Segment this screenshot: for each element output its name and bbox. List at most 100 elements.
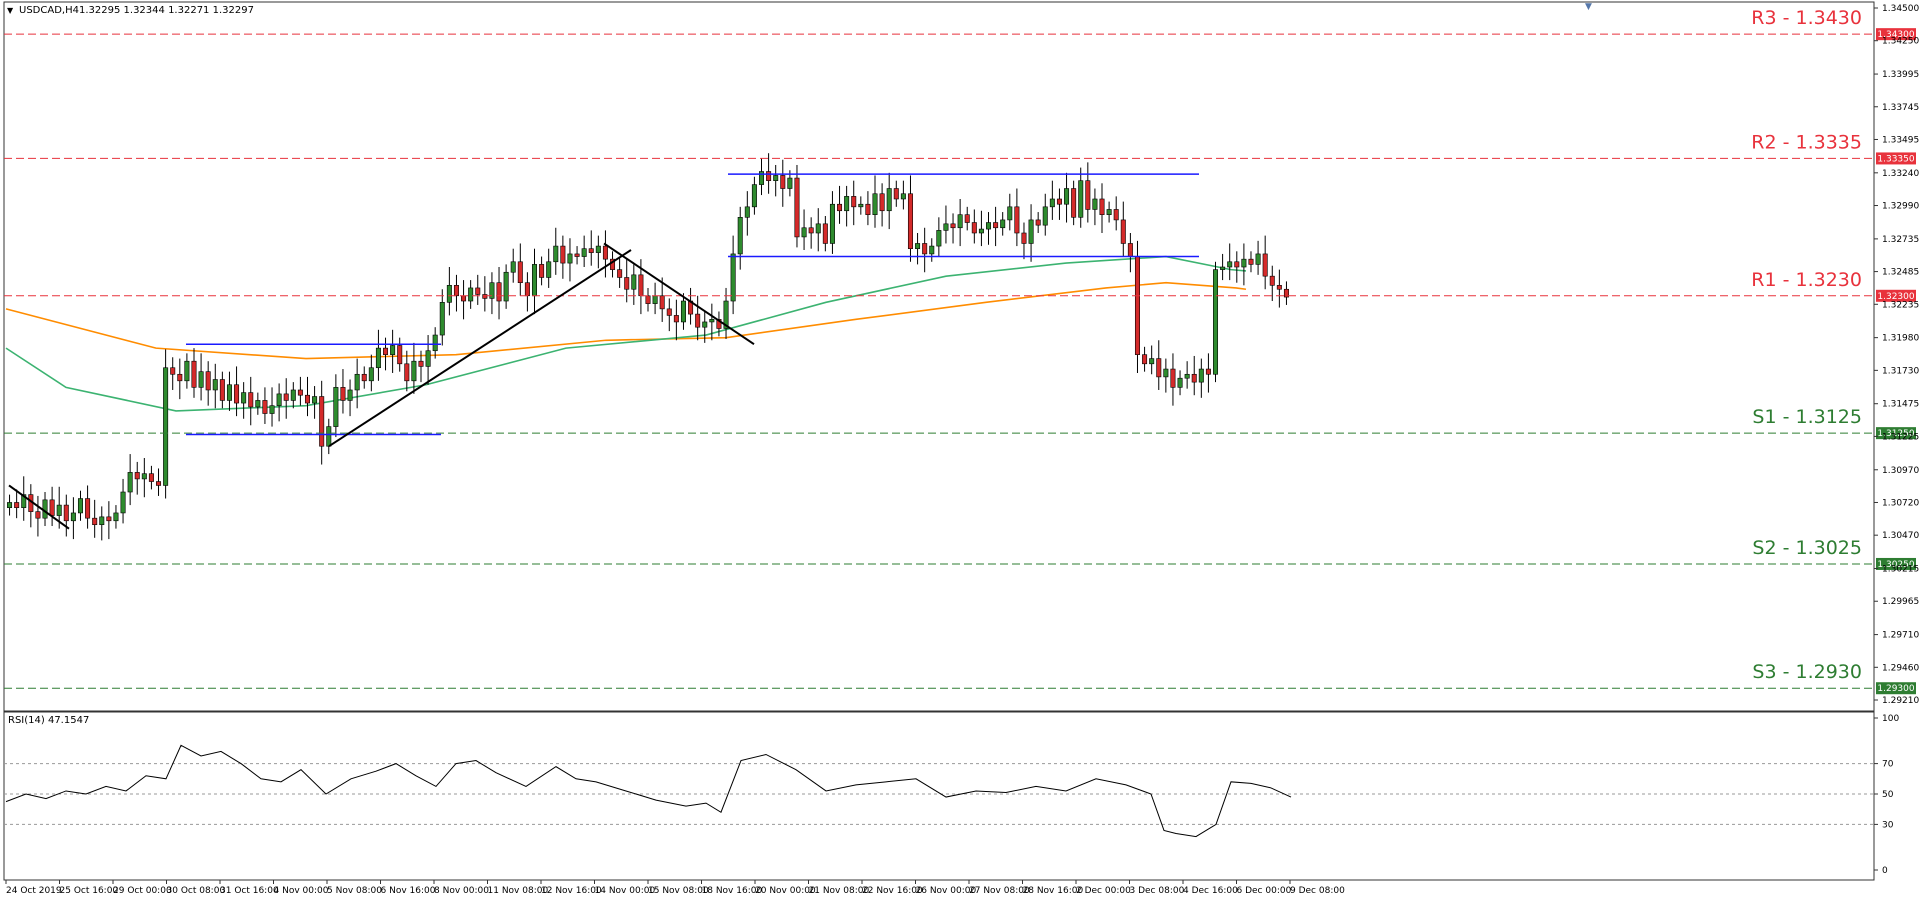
trendline xyxy=(328,249,632,448)
svg-text:1.33350: 1.33350 xyxy=(1877,154,1914,164)
candle xyxy=(1000,212,1006,236)
candle xyxy=(141,457,147,498)
x-tick-label: 5 Nov 08:00 xyxy=(327,886,382,896)
candle xyxy=(453,274,459,312)
candle xyxy=(290,382,296,409)
rsi-label: RSI(14) 47.1547 xyxy=(8,715,89,726)
x-tick-label: 8 Nov 00:00 xyxy=(434,886,489,896)
candle xyxy=(262,387,268,424)
x-tick-label: 9 Dec 08:00 xyxy=(1290,886,1345,896)
candle xyxy=(837,185,843,224)
x-tick-label: 20 Nov 00:00 xyxy=(755,886,816,896)
candle xyxy=(780,159,786,207)
scroll-marker-icon[interactable]: ▼ xyxy=(1585,2,1592,12)
rsi-tick-label: 30 xyxy=(1882,820,1894,830)
y-tick-label: 1.29965 xyxy=(1882,597,1919,607)
candle xyxy=(666,298,672,332)
y-tick-label: 1.34500 xyxy=(1882,4,1919,14)
x-tick-label: 29 Oct 00:00 xyxy=(113,886,172,896)
candle xyxy=(397,337,403,372)
candle xyxy=(872,175,878,228)
candle xyxy=(148,465,154,490)
candle xyxy=(198,353,204,401)
candle xyxy=(1269,265,1275,302)
candle xyxy=(510,248,516,283)
candle xyxy=(716,311,722,337)
candle xyxy=(851,180,857,226)
candle xyxy=(822,215,828,252)
x-tick-label: 14 Nov 00:00 xyxy=(595,886,656,896)
candle xyxy=(929,238,935,262)
candle xyxy=(92,499,98,538)
level-price-tag: 1.33350 xyxy=(1876,152,1916,165)
svg-text:1.34300: 1.34300 xyxy=(1877,30,1914,40)
candle xyxy=(1149,345,1155,375)
candle xyxy=(446,267,452,316)
candle xyxy=(219,371,225,409)
y-tick-label: 1.31980 xyxy=(1882,334,1919,344)
candle xyxy=(907,175,913,262)
candle xyxy=(1184,361,1190,389)
candle xyxy=(234,366,240,417)
rsi-plot-frame xyxy=(3,711,1875,881)
candle xyxy=(986,212,992,245)
level-label-s3: S3 - 1.2930 xyxy=(1752,661,1862,683)
candle xyxy=(1283,281,1289,305)
candle xyxy=(546,248,552,288)
candle xyxy=(581,235,587,268)
x-tick-label: 28 Nov 16:00 xyxy=(1023,886,1084,896)
candle xyxy=(7,494,13,516)
candle xyxy=(404,350,410,392)
y-tick-label: 1.33495 xyxy=(1882,135,1919,145)
candle xyxy=(432,327,438,359)
title-arrow-icon[interactable]: ▼ xyxy=(7,6,14,15)
candle xyxy=(751,176,757,215)
trendline xyxy=(603,242,755,346)
candle xyxy=(1092,188,1098,226)
candle xyxy=(560,235,566,279)
candle xyxy=(205,361,211,406)
candle xyxy=(794,164,800,248)
candle xyxy=(1205,353,1211,393)
candle xyxy=(354,358,360,409)
candle xyxy=(680,293,686,330)
x-tick-label: 30 Oct 08:00 xyxy=(167,886,226,896)
candle xyxy=(844,185,850,227)
candle xyxy=(950,213,956,244)
candle xyxy=(1064,172,1070,223)
x-tick-label: 31 Oct 16:00 xyxy=(220,886,279,896)
svg-text:1.32300: 1.32300 xyxy=(1877,292,1914,302)
level-label-s1: S1 - 1.3125 xyxy=(1752,406,1862,428)
candle xyxy=(1241,243,1247,286)
candle xyxy=(922,227,928,273)
candle xyxy=(1085,162,1091,223)
x-tick-label: 12 Nov 16:00 xyxy=(541,886,602,896)
candle xyxy=(1177,370,1183,396)
level-label-r1: R1 - 1.3230 xyxy=(1751,269,1862,291)
svg-text:1.29300: 1.29300 xyxy=(1877,684,1914,694)
candle xyxy=(1134,240,1140,373)
candle xyxy=(1021,222,1027,260)
candle xyxy=(709,303,715,341)
candle xyxy=(539,256,545,286)
candle xyxy=(886,172,892,230)
candle xyxy=(702,311,708,343)
level-price-tag: 1.32300 xyxy=(1876,289,1916,302)
candle xyxy=(1276,269,1282,308)
candle xyxy=(368,354,374,392)
candle xyxy=(744,191,750,236)
candle xyxy=(737,206,743,270)
candle xyxy=(283,378,289,419)
candle xyxy=(1078,167,1084,228)
rsi-tick-label: 70 xyxy=(1882,760,1894,770)
candle xyxy=(595,235,601,269)
x-tick-label: 22 Nov 16:00 xyxy=(862,886,923,896)
y-tick-label: 1.31730 xyxy=(1882,366,1919,376)
candle xyxy=(865,191,871,226)
y-tick-label: 1.30215 xyxy=(1882,565,1919,575)
candle xyxy=(723,287,729,339)
level-price-tag: 1.34300 xyxy=(1876,28,1916,41)
candle xyxy=(943,205,949,244)
candle xyxy=(624,259,630,303)
